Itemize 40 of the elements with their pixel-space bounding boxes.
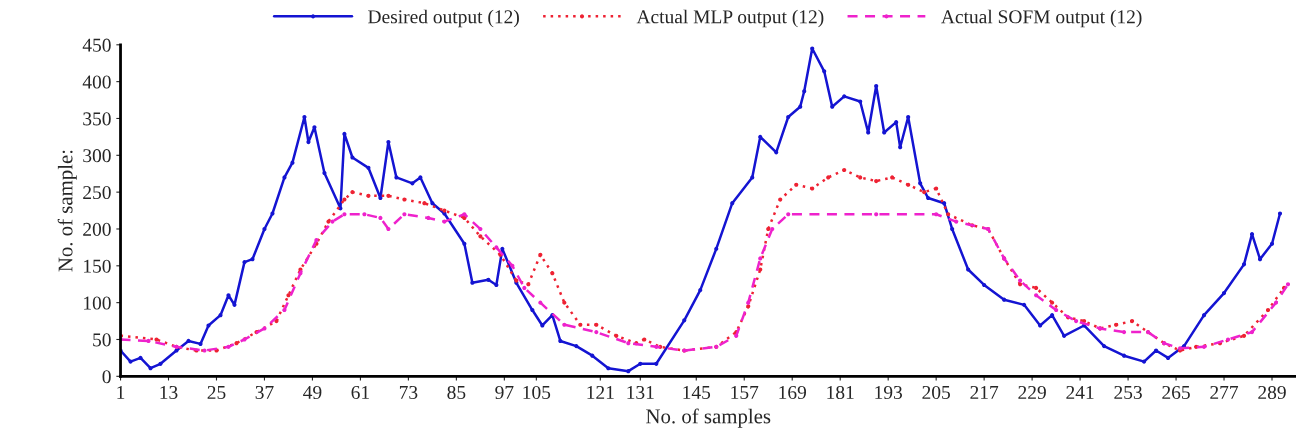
y-tick-label: 250 [83, 185, 111, 200]
x-tick-label: 265 [1162, 385, 1190, 400]
y-tick-label: 150 [84, 259, 111, 273]
x-tick-label: 229 [1018, 385, 1046, 400]
legend-label: Actual SOFM output (12) [941, 9, 1142, 28]
x-tick-label: 49 [303, 385, 322, 400]
x-tick-label: 121 [587, 385, 614, 399]
x-tick-label: 157 [731, 386, 759, 400]
x-tick-label: 241 [1066, 385, 1094, 399]
y-tick-label: 100 [84, 296, 111, 310]
x-tick-label: 73 [399, 385, 418, 400]
x-tick-label: 205 [922, 385, 950, 400]
x-tick-label: 85 [447, 385, 466, 400]
x-tick-label: 1 [117, 386, 125, 399]
x-tick-label: 37 [255, 385, 274, 400]
x-tick-label: 13 [160, 385, 178, 400]
x-tick-label: 105 [523, 385, 551, 400]
x-tick-label: 193 [875, 385, 903, 400]
x-tick-label: 145 [683, 386, 711, 400]
y-tick-label: 350 [83, 112, 111, 126]
x-tick-label: 131 [627, 385, 654, 400]
x-tick-label: 169 [779, 385, 807, 400]
x-tick-label: 253 [1114, 385, 1142, 400]
y-axis-title: No. of sample: [57, 150, 77, 272]
y-tick-label: 300 [83, 149, 111, 163]
x-tick-label: 181 [827, 385, 854, 400]
x-tick-label: 277 [1210, 385, 1239, 399]
legend-label: Actual MLP output (12) [636, 9, 824, 28]
x-tick-label: 217 [970, 385, 999, 399]
y-tick-label: 50 [93, 333, 111, 347]
legend-label: Desired output (12) [368, 9, 519, 28]
y-tick-label: 400 [82, 75, 111, 89]
x-axis-title: No. of samples [646, 408, 771, 428]
x-tick-label: 289 [1258, 385, 1286, 400]
x-tick-label: 61 [351, 385, 369, 400]
y-tick-label: 450 [82, 38, 111, 52]
y-tick-label: 0 [102, 370, 111, 384]
y-tick-label: 200 [83, 222, 111, 236]
x-tick-label: 97 [495, 385, 514, 400]
x-tick-label: 25 [207, 385, 226, 400]
